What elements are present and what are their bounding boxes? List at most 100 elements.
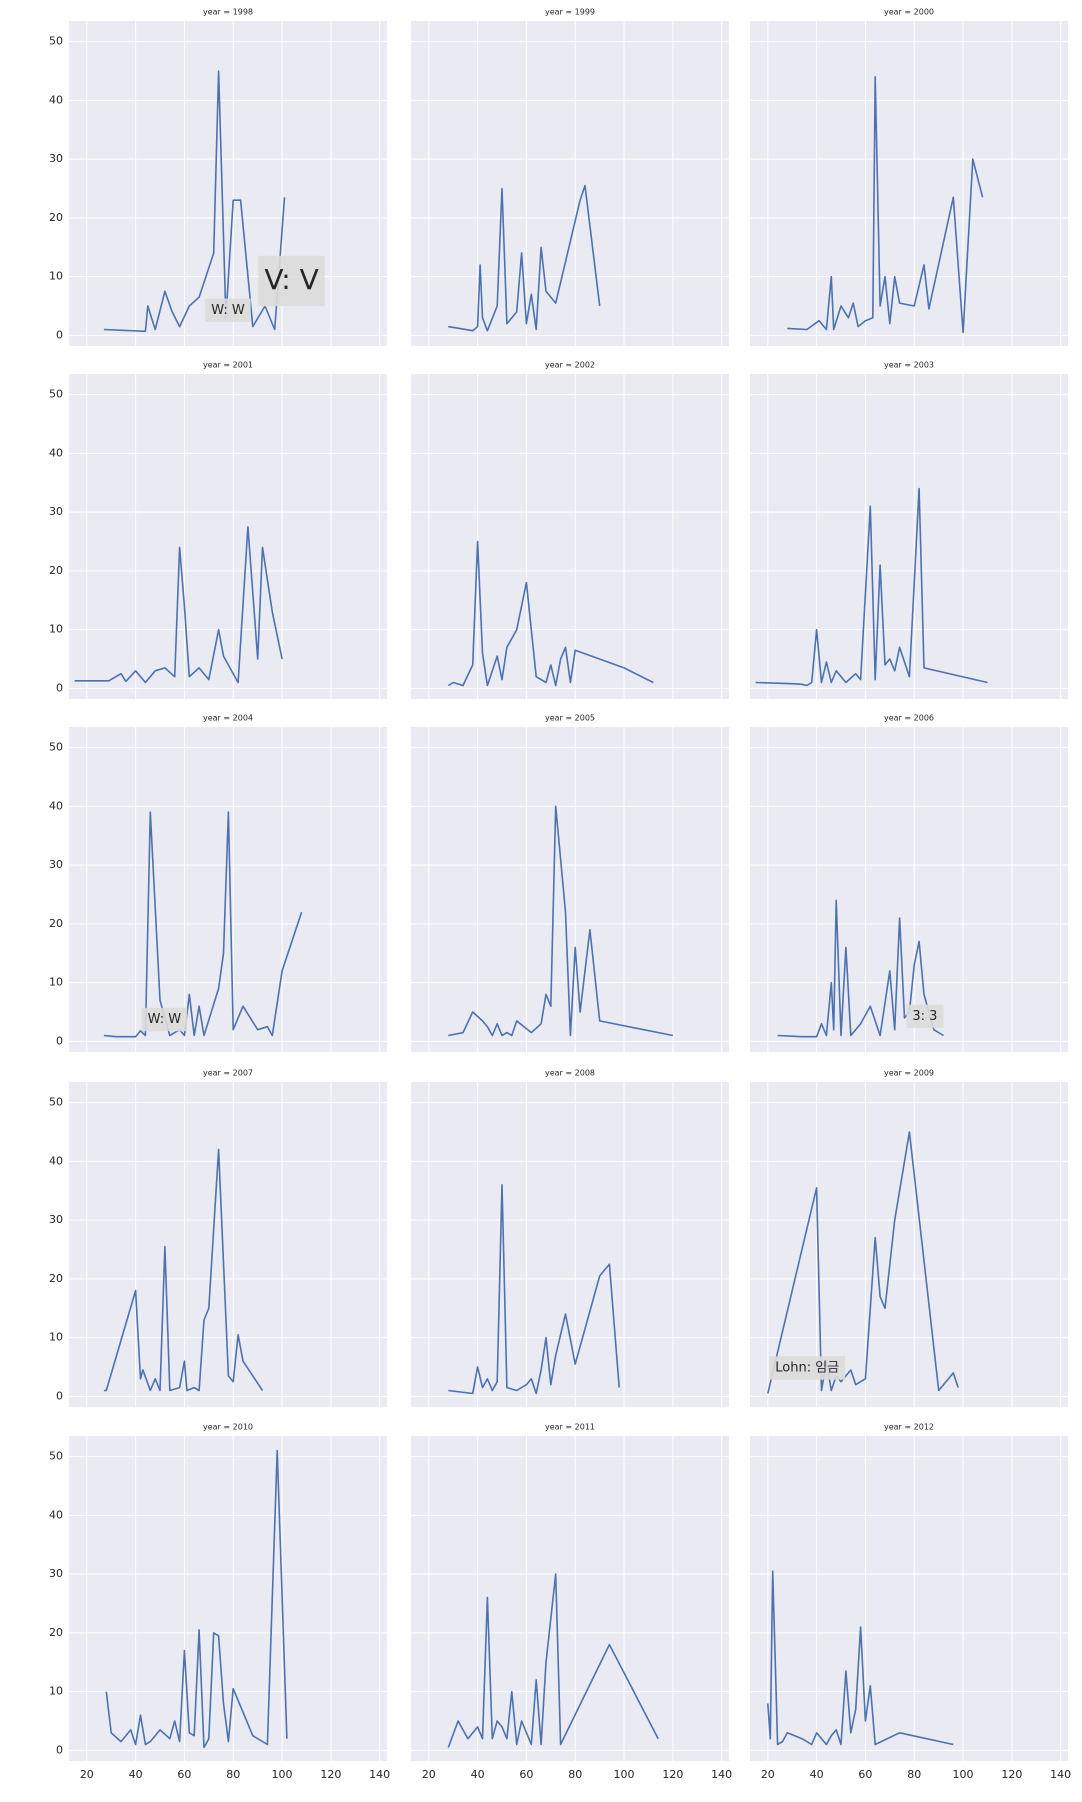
line (787, 76, 984, 334)
y-tick-label: 30 (49, 858, 63, 871)
plot-background (69, 374, 387, 699)
x-tick-label: 140 (369, 1768, 390, 1781)
y-tick-label: 40 (49, 799, 63, 812)
line (448, 184, 601, 332)
y-tick-label: 0 (56, 681, 63, 694)
line (103, 811, 303, 1038)
x-tick-label: 100 (614, 1768, 635, 1781)
y-tick-label: 10 (49, 1685, 63, 1698)
line (777, 899, 944, 1038)
x-tick-label: 100 (272, 1768, 293, 1781)
panel-title: year = 1998 (203, 8, 253, 17)
line (448, 1184, 620, 1395)
plot-background (69, 727, 387, 1052)
annotation-box (141, 1007, 188, 1032)
line (447, 1573, 659, 1748)
x-tick-label: 120 (662, 1768, 683, 1781)
panel-title: year = 2004 (203, 714, 253, 723)
panel: year = 2000 (750, 8, 1068, 346)
panel-title: year = 2003 (884, 361, 934, 370)
plot-background (750, 374, 1068, 699)
panel: 0 10 20 30 40 50 year = 1998 W: W V: V (49, 8, 387, 346)
y-tick-label: 10 (49, 1331, 63, 1344)
y-tick-label: 10 (49, 270, 63, 283)
x-tick-label: 20 (80, 1768, 94, 1781)
y-tick-label: 30 (49, 152, 63, 165)
x-tick-label: 40 (810, 1768, 824, 1781)
panel: year = 2002 (411, 361, 729, 699)
annotation: V: V (264, 263, 318, 296)
annotation: Lohn: 임금 (775, 1361, 839, 1376)
plot-background (411, 21, 729, 346)
panel-title: year = 2011 (545, 1423, 595, 1432)
y-tick-label: 10 (49, 976, 63, 989)
panel: 20 40 60 80 100 120 140 year = 2011 (411, 1423, 732, 1781)
panel: 0 10 20 30 40 50 year = 2007 (49, 1069, 387, 1407)
line (448, 805, 674, 1037)
line (105, 1449, 288, 1749)
line (103, 70, 286, 333)
x-tick-label: 140 (711, 1768, 732, 1781)
x-tick-label: 120 (320, 1768, 341, 1781)
x-tick-label: 120 (1001, 1768, 1022, 1781)
panel: year = 2006 3: 3 (750, 714, 1068, 1052)
line (755, 487, 988, 687)
panel: year = 2003 (750, 361, 1068, 699)
y-tick-label: 20 (49, 1626, 63, 1639)
y-tick-label: 0 (56, 1389, 63, 1402)
panel-title: year = 2005 (545, 714, 595, 723)
y-tick-label: 0 (56, 328, 63, 341)
annotation: W: W (211, 303, 245, 318)
x-tick-label: 80 (568, 1768, 582, 1781)
panel: 0 10 20 30 40 50 20 40 60 80 100 120 140 year = 2010 (49, 1423, 390, 1782)
plot-background (750, 727, 1068, 1052)
y-tick-label: 0 (56, 1743, 63, 1756)
x-tick-label: 80 (226, 1768, 240, 1781)
annotation: W: W (148, 1012, 182, 1027)
x-tick-label: 140 (1050, 1768, 1071, 1781)
panel: 0 10 20 30 40 50 year = 2001 (49, 361, 387, 699)
y-tick-label: 40 (49, 446, 63, 459)
line (103, 1148, 264, 1392)
panel-title: year = 2012 (884, 1423, 934, 1432)
panel-title: year = 2008 (545, 1069, 595, 1078)
line (74, 526, 283, 684)
annotation: 3: 3 (912, 1009, 937, 1024)
panel: year = 1999 (411, 8, 729, 346)
x-tick-label: 60 (177, 1768, 191, 1781)
panel-title: year = 2006 (884, 714, 934, 723)
plot-background (750, 1436, 1068, 1761)
panel-title: year = 2000 (884, 8, 934, 17)
y-tick-label: 20 (49, 211, 63, 224)
x-tick-label: 80 (907, 1768, 921, 1781)
x-tick-label: 20 (422, 1768, 436, 1781)
panel: year = 2009 Lohn: 임금 (750, 1069, 1068, 1407)
x-tick-label: 60 (519, 1768, 533, 1781)
y-tick-label: 40 (49, 93, 63, 106)
y-tick-label: 10 (49, 623, 63, 636)
panel-title: year = 2002 (545, 361, 595, 370)
x-tick-label: 20 (761, 1768, 775, 1781)
y-tick-label: 20 (49, 917, 63, 930)
line (767, 1570, 954, 1746)
panel-title: year = 2007 (203, 1069, 253, 1078)
panel: year = 2008 (411, 1069, 729, 1407)
y-tick-label: 50 (49, 1096, 63, 1109)
line (447, 540, 654, 687)
plot-background (411, 1082, 729, 1407)
y-tick-label: 50 (49, 741, 63, 754)
plot-background (411, 1436, 729, 1761)
x-tick-label: 100 (953, 1768, 974, 1781)
panel-title: year = 2009 (884, 1069, 934, 1078)
plot-background (69, 21, 387, 346)
y-tick-label: 40 (49, 1154, 63, 1167)
plot-background (750, 21, 1068, 346)
plot-background (411, 727, 729, 1052)
y-tick-label: 50 (49, 35, 63, 48)
y-tick-label: 20 (49, 564, 63, 577)
panel: 0 10 20 30 40 50 year = 2004 W: W (49, 714, 387, 1052)
y-tick-label: 30 (49, 1567, 63, 1580)
y-tick-label: 20 (49, 1272, 63, 1285)
y-tick-label: 30 (49, 1213, 63, 1226)
